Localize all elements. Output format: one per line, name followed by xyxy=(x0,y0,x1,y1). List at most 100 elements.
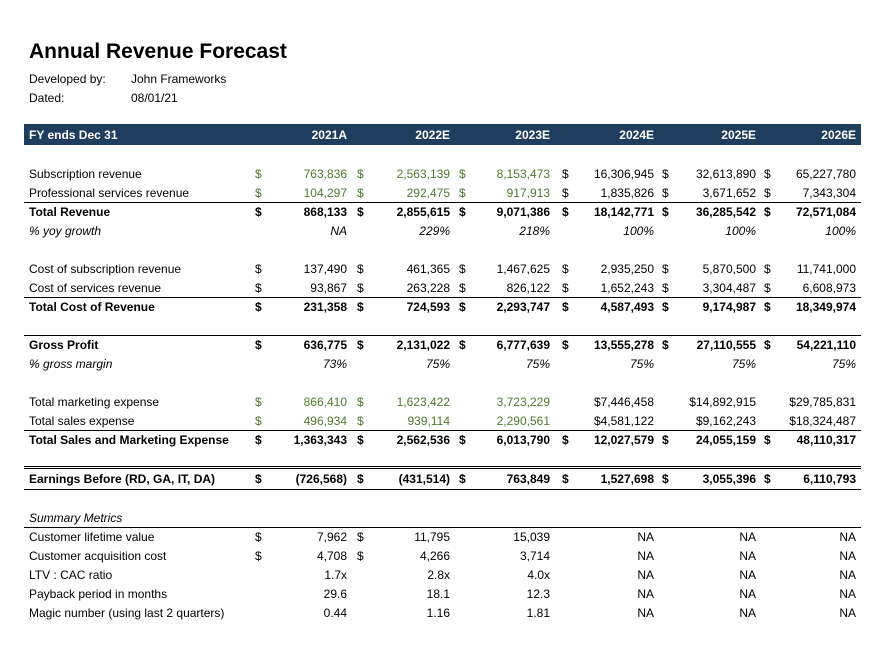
table-cell: 229% xyxy=(419,224,450,238)
dollar-sign: $ xyxy=(764,300,771,314)
table-cell: 11,795 xyxy=(414,530,450,544)
dollar-sign: $ xyxy=(562,433,569,447)
dollar-sign: $ xyxy=(562,472,569,486)
row-label: Total sales expense xyxy=(29,414,135,428)
dollar-sign: $ xyxy=(662,186,669,200)
dollar-sign: $ xyxy=(255,530,262,544)
table-cell: 1.81 xyxy=(526,606,550,620)
dollar-sign: $ xyxy=(459,205,466,219)
dollar-sign: $ xyxy=(764,205,771,219)
table-cell: NA xyxy=(637,530,654,544)
table-cell: 2,563,139 xyxy=(396,167,450,181)
table-cell: 6,110,793 xyxy=(803,472,856,486)
dollar-sign: $ xyxy=(357,262,364,276)
dollar-sign: $ xyxy=(459,433,466,447)
rule-above-total-cost xyxy=(24,297,861,298)
table-cell: 4.0x xyxy=(527,568,550,582)
table-cell: 868,133 xyxy=(303,205,347,219)
table-cell: (726,568) xyxy=(295,472,347,486)
table-cell: 73% xyxy=(322,357,347,371)
dollar-sign: $ xyxy=(459,300,466,314)
table-cell: 75% xyxy=(731,357,756,371)
table-cell: NA xyxy=(839,587,856,601)
table-cell: 1,652,243 xyxy=(600,281,654,295)
table-cell: 18.1 xyxy=(426,587,450,601)
table-cell: 32,613,890 xyxy=(695,167,756,181)
table-cell: 4,708 xyxy=(316,549,347,563)
table-cell: 18,349,974 xyxy=(795,300,856,314)
dollar-sign: $ xyxy=(459,167,466,181)
dollar-sign: $ xyxy=(255,262,262,276)
dollar-sign: $ xyxy=(357,167,364,181)
table-cell: 12,027,579 xyxy=(593,433,654,447)
dollar-sign: $ xyxy=(662,338,669,352)
double-rule-above-earnings xyxy=(24,466,861,469)
dated-label: Dated: xyxy=(29,91,65,105)
table-cell: 866,410 xyxy=(303,395,347,409)
dollar-sign: $ xyxy=(562,205,569,219)
table-cell: 36,285,542 xyxy=(695,205,756,219)
dollar-sign: $ xyxy=(459,281,466,295)
table-cell: 636,775 xyxy=(303,338,347,352)
table-cell: 8,153,473 xyxy=(496,167,550,181)
table-cell: 1.7x xyxy=(324,568,347,582)
row-label: Summary Metrics xyxy=(29,511,123,525)
table-cell: 263,228 xyxy=(406,281,450,295)
table-cell: 9,071,386 xyxy=(496,205,550,219)
table-cell: 104,297 xyxy=(303,186,347,200)
table-cell: NA xyxy=(739,606,756,620)
table-cell: 231,358 xyxy=(303,300,347,314)
table-cell: 24,055,159 xyxy=(695,433,756,447)
table-cell: 2,935,250 xyxy=(600,262,654,276)
dollar-sign: $ xyxy=(562,186,569,200)
table-cell: 2,131,022 xyxy=(396,338,450,352)
dollar-sign: $ xyxy=(255,472,262,486)
table-cell: 7,343,304 xyxy=(802,186,856,200)
developed-by-label: Developed by: xyxy=(29,72,106,86)
fiscal-year-label: FY ends Dec 31 xyxy=(29,128,118,142)
table-cell: 939,114 xyxy=(407,414,451,428)
table-cell: (431,514) xyxy=(398,472,450,486)
table-cell: 1,623,422 xyxy=(396,395,450,409)
table-cell: 15,039 xyxy=(513,530,550,544)
table-cell: $9,162,243 xyxy=(695,414,756,428)
table-cell: 6,608,973 xyxy=(802,281,856,295)
dollar-sign: $ xyxy=(459,338,466,352)
table-cell: 0.44 xyxy=(323,606,347,620)
dollar-sign: $ xyxy=(562,300,569,314)
table-cell: 2,562,536 xyxy=(396,433,450,447)
table-cell: 5,870,500 xyxy=(702,262,756,276)
table-cell: 4,587,493 xyxy=(600,300,654,314)
dollar-sign: $ xyxy=(357,414,364,428)
dollar-sign: $ xyxy=(357,186,364,200)
table-cell: 100% xyxy=(725,224,756,238)
rule-above-total-sm xyxy=(24,430,861,431)
row-label: Total Revenue xyxy=(29,205,111,219)
table-cell: 93,867 xyxy=(310,281,347,295)
dollar-sign: $ xyxy=(255,186,262,200)
dollar-sign: $ xyxy=(255,433,262,447)
dollar-sign: $ xyxy=(357,549,364,563)
table-cell: 826,122 xyxy=(506,281,550,295)
table-cell: NA xyxy=(330,224,347,238)
table-cell: NA xyxy=(739,530,756,544)
table-cell: 75% xyxy=(425,357,450,371)
page-title: Annual Revenue Forecast xyxy=(29,40,287,63)
row-label: Payback period in months xyxy=(29,587,168,601)
table-cell: 724,593 xyxy=(406,300,450,314)
row-label: Total marketing expense xyxy=(29,395,160,409)
year-header: 2025E xyxy=(721,128,756,142)
year-header: 2022E xyxy=(415,128,450,142)
dollar-sign: $ xyxy=(764,433,771,447)
row-label: Cost of subscription revenue xyxy=(29,262,182,276)
dollar-sign: $ xyxy=(764,167,771,181)
table-cell: $14,892,915 xyxy=(689,395,756,409)
rule-below-earnings xyxy=(24,489,861,490)
table-cell: NA xyxy=(739,587,756,601)
dollar-sign: $ xyxy=(562,338,569,352)
table-cell: NA xyxy=(637,549,654,563)
row-label: Magic number (using last 2 quarters) xyxy=(29,606,225,620)
table-cell: 12.3 xyxy=(526,587,550,601)
table-cell: 1,467,625 xyxy=(496,262,550,276)
dollar-sign: $ xyxy=(562,262,569,276)
